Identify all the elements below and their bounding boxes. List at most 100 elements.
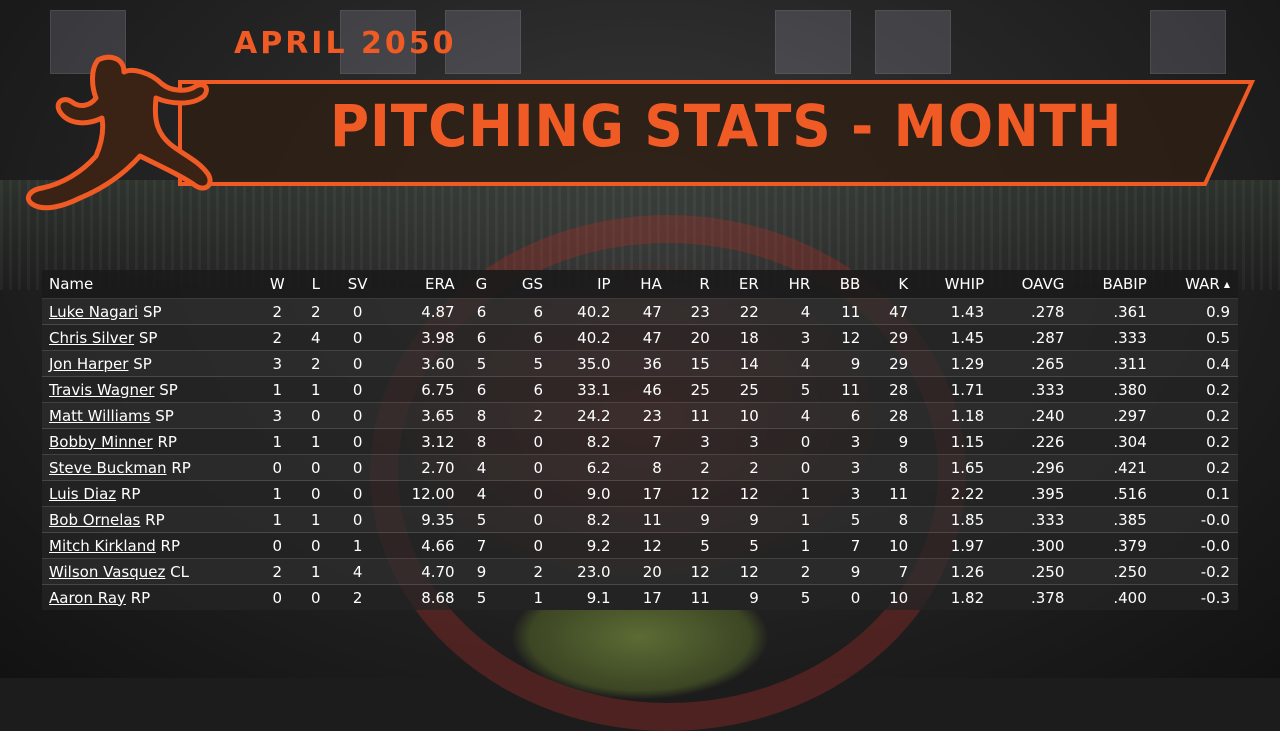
stat-cell-l: 1 [298,506,334,533]
stat-cell-ha: 11 [618,506,670,533]
stat-cell-k: 8 [868,454,917,481]
column-header-oavg[interactable]: OAVG [992,270,1073,299]
stat-cell-babip: .333 [1072,324,1155,351]
stat-cell-er: 14 [717,350,767,377]
title-banner [20,48,1270,223]
stat-cell-babip: .421 [1072,454,1155,481]
column-header-w[interactable]: W [256,270,299,299]
column-header-label: Name [49,275,94,293]
pitcher-silhouette-icon [25,54,213,211]
stat-cell-ha: 12 [618,532,670,559]
stat-cell-l: 4 [298,324,334,351]
stat-cell-war: 0.4 [1154,350,1238,377]
column-header-ha[interactable]: HA [618,270,670,299]
player-position: RP [130,588,151,607]
column-header-war[interactable]: WAR ▲ [1154,270,1238,299]
column-header-name[interactable]: Name [42,270,257,299]
stat-cell-era: 3.12 [382,428,463,455]
stat-cell-war: 0.2 [1154,428,1238,455]
stat-cell-gs: 0 [500,428,552,455]
stat-cell-r: 12 [669,480,718,507]
stat-cell-hr: 4 [766,402,819,429]
stat-cell-w: 2 [256,558,299,585]
stat-cell-r: 11 [669,584,718,610]
player-name-link[interactable]: Mitch Kirkland [49,536,156,555]
column-header-er[interactable]: ER [717,270,767,299]
column-header-era[interactable]: ERA [382,270,463,299]
player-position: RP [120,484,141,503]
player-cell: Matt Williams SP [42,402,257,429]
stat-cell-bb: 12 [818,324,869,351]
player-name-link[interactable]: Steve Buckman [49,458,167,477]
stat-cell-babip: .516 [1072,480,1155,507]
column-header-label: BABIP [1102,275,1147,293]
player-name-link[interactable]: Travis Wagner [49,380,155,399]
player-name-link[interactable]: Matt Williams [49,406,151,425]
stat-cell-w: 3 [256,402,299,429]
player-cell: Travis Wagner SP [42,376,257,403]
stat-cell-era: 4.66 [382,532,463,559]
column-header-bb[interactable]: BB [818,270,869,299]
player-position: SP [159,380,178,399]
stat-cell-era: 2.70 [382,454,463,481]
stat-cell-whip: 1.97 [916,532,993,559]
stat-cell-sv: 4 [333,558,383,585]
player-name-link[interactable]: Bob Ornelas [49,510,141,529]
stat-cell-whip: 1.65 [916,454,993,481]
stat-cell-ha: 47 [618,298,670,325]
column-header-sv[interactable]: SV [333,270,383,299]
stat-cell-babip: .385 [1072,506,1155,533]
column-header-babip[interactable]: BABIP [1072,270,1155,299]
player-name-link[interactable]: Luis Diaz [49,484,117,503]
stat-cell-war: 0.2 [1154,402,1238,429]
stat-cell-bb: 0 [818,584,869,610]
stat-cell-gs: 2 [500,558,552,585]
stat-cell-hr: 2 [766,558,819,585]
stat-cell-k: 29 [868,324,917,351]
column-header-label: OAVG [1021,275,1065,293]
column-header-gs[interactable]: GS [500,270,552,299]
column-header-k[interactable]: K [868,270,917,299]
column-header-r[interactable]: R [669,270,718,299]
stat-cell-gs: 0 [500,454,552,481]
column-header-g[interactable]: G [462,270,501,299]
stat-cell-whip: 1.82 [916,584,993,610]
player-name-link[interactable]: Jon Harper [49,354,129,373]
column-header-label: SV [347,275,368,293]
stat-cell-g: 5 [462,506,501,533]
player-position: RP [171,458,191,477]
table-row: Wilson Vasquez CL 2 1 4 4.70 9 2 23.0 20 12 12 2 9 7 1… [42,558,1238,585]
player-name-link[interactable]: Chris Silver [49,328,135,347]
stat-cell-ip: 35.0 [551,350,619,377]
stat-cell-gs: 1 [500,584,552,610]
stat-cell-era: 3.65 [382,402,463,429]
stat-cell-era: 4.87 [382,298,463,325]
stat-cell-gs: 0 [500,532,552,559]
player-position: SP [133,354,152,373]
stat-cell-hr: 0 [766,428,819,455]
stat-cell-k: 11 [868,480,917,507]
column-header-whip[interactable]: WHIP [916,270,993,299]
player-name-link[interactable]: Bobby Minner [49,432,153,451]
stat-cell-sv: 0 [333,298,383,325]
stat-cell-war: -0.3 [1154,584,1238,610]
player-position: RP [160,536,181,555]
stat-cell-ha: 23 [618,402,670,429]
stat-cell-era: 12.00 [382,480,463,507]
stat-cell-k: 28 [868,376,917,403]
stat-cell-k: 29 [868,350,917,377]
player-name-link[interactable]: Wilson Vasquez [49,562,166,581]
player-cell: Steve Buckman RP [42,454,257,481]
stat-cell-sv: 0 [333,454,383,481]
column-header-l[interactable]: L [298,270,334,299]
player-name-link[interactable]: Luke Nagari [49,302,139,321]
stat-cell-war: -0.2 [1154,558,1238,585]
column-header-hr[interactable]: HR [766,270,819,299]
player-cell: Mitch Kirkland RP [42,532,257,559]
stat-cell-ha: 17 [618,480,670,507]
column-header-ip[interactable]: IP [551,270,619,299]
stat-cell-w: 1 [256,376,299,403]
player-name-link[interactable]: Aaron Ray [49,588,126,607]
column-header-label: GS [521,275,544,293]
stat-cell-w: 0 [256,454,299,481]
